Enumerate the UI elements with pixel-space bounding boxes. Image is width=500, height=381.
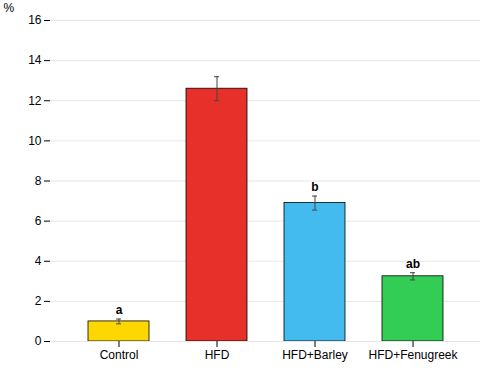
svg-text:4: 4 <box>35 254 42 268</box>
svg-text:ab: ab <box>406 257 420 271</box>
svg-text:HFD: HFD <box>205 348 230 362</box>
svg-text:b: b <box>311 180 318 194</box>
svg-text:8: 8 <box>35 174 42 188</box>
svg-text:14: 14 <box>28 53 42 67</box>
svg-text:HFD+Barley: HFD+Barley <box>282 348 348 362</box>
svg-text:10: 10 <box>28 134 42 148</box>
svg-text:%: % <box>4 1 15 15</box>
svg-text:12: 12 <box>28 94 42 108</box>
svg-text:Control: Control <box>100 348 139 362</box>
svg-text:0: 0 <box>35 334 42 348</box>
svg-text:HFD+Fenugreek: HFD+Fenugreek <box>368 348 458 362</box>
svg-text:16: 16 <box>28 13 42 27</box>
svg-text:a: a <box>116 303 123 317</box>
svg-text:2: 2 <box>35 294 42 308</box>
svg-text:6: 6 <box>35 214 42 228</box>
